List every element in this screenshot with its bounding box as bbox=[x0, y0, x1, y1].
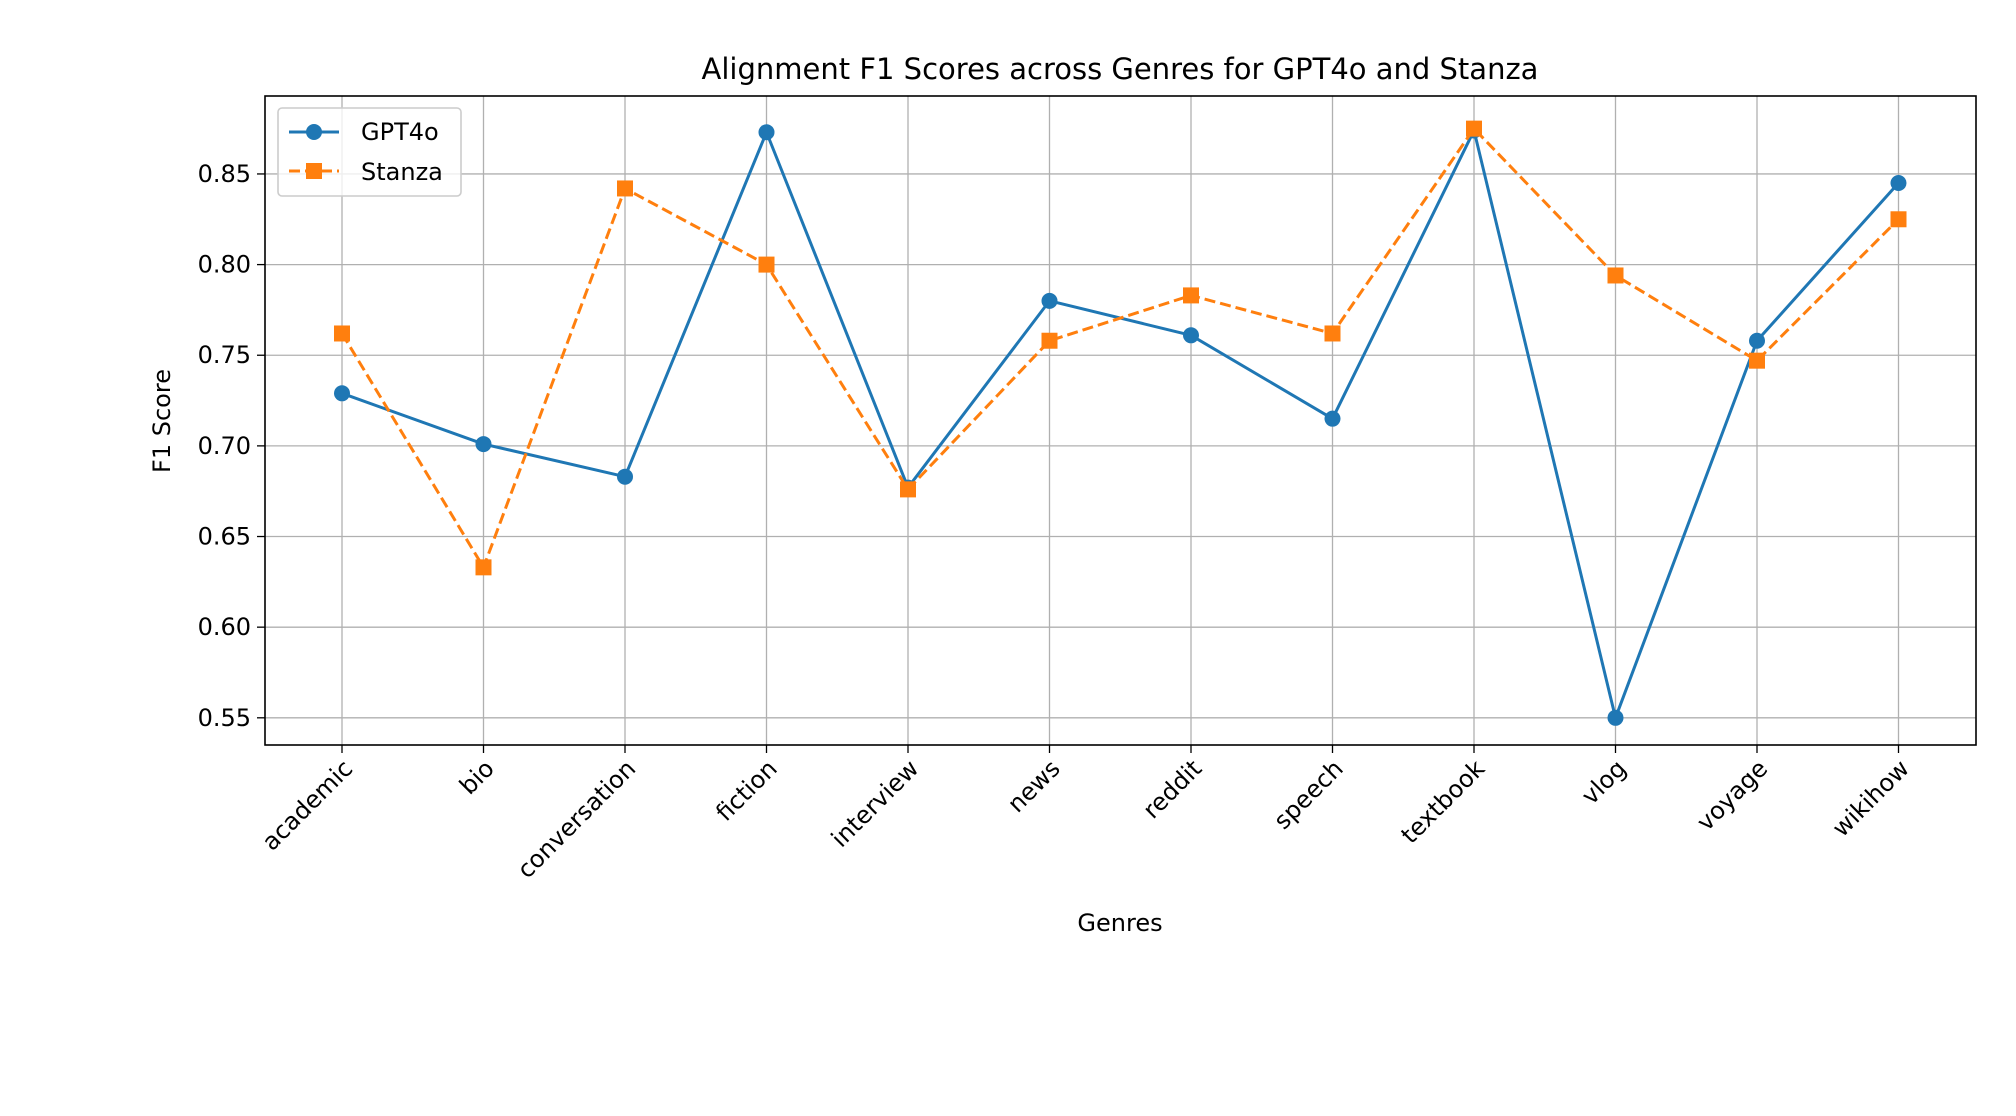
series-layer bbox=[334, 120, 1907, 726]
x-tick-label-vlog: vlog bbox=[1576, 754, 1632, 810]
data-point-stanza-interview bbox=[900, 481, 916, 498]
x-tick-label-voyage: voyage bbox=[1691, 754, 1773, 836]
y-axis-label: F1 Score bbox=[148, 369, 176, 473]
grid-lines bbox=[265, 96, 1976, 745]
x-tick-label-fiction: fiction bbox=[710, 754, 782, 826]
x-axis: academic bio conversation fiction interview n… bbox=[257, 745, 1915, 884]
legend-marker-stanza bbox=[306, 163, 322, 179]
data-point-gpt4o-conversation bbox=[617, 468, 633, 485]
x-tick-label-speech: speech bbox=[1268, 754, 1348, 834]
data-point-gpt4o-fiction bbox=[758, 124, 775, 141]
data-point-stanza-bio bbox=[475, 559, 492, 576]
y-tick-label-0.70: 0.70 bbox=[198, 432, 251, 460]
series-line-stanza bbox=[340, 127, 1900, 569]
series-line-gpt4o bbox=[341, 128, 1900, 720]
plot-frame bbox=[264, 95, 1977, 746]
x-tick-label-textbook: textbook bbox=[1396, 754, 1491, 849]
x-tick-label-bio: bio bbox=[454, 754, 500, 800]
legend-box bbox=[277, 107, 462, 197]
data-point-gpt4o-bio bbox=[475, 436, 492, 453]
data-point-stanza-fiction bbox=[758, 256, 775, 273]
data-point-stanza-conversation bbox=[617, 180, 633, 197]
y-tick-label-0.60: 0.60 bbox=[198, 613, 251, 641]
x-tick-label-interview: interview bbox=[826, 754, 924, 852]
legend-label-gpt4o: GPT4o bbox=[361, 118, 439, 146]
data-point-stanza-speech bbox=[1324, 325, 1341, 342]
data-point-stanza-news bbox=[1041, 332, 1058, 349]
x-tick-label-academic: academic bbox=[257, 754, 359, 856]
data-point-gpt4o-voyage bbox=[1749, 332, 1765, 349]
y-tick-label-0.80: 0.80 bbox=[198, 251, 251, 279]
data-point-stanza-reddit bbox=[1183, 287, 1199, 304]
data-point-gpt4o-vlog bbox=[1607, 709, 1624, 726]
y-tick-label-0.85: 0.85 bbox=[198, 160, 251, 188]
y-tick-label-0.75: 0.75 bbox=[198, 341, 251, 369]
data-point-gpt4o-reddit bbox=[1183, 327, 1199, 344]
y-axis: 0.55 0.60 0.65 0.70 0.75 0.80 0.85 bbox=[198, 160, 265, 732]
x-tick-label-wikihow: wikihow bbox=[1827, 754, 1915, 842]
legend: GPT4o Stanza bbox=[277, 107, 462, 197]
data-point-gpt4o-speech bbox=[1324, 410, 1341, 427]
x-tick-label-reddit: reddit bbox=[1137, 754, 1207, 824]
x-tick-label-news: news bbox=[1002, 754, 1066, 818]
x-tick-label-conversation: conversation bbox=[512, 754, 641, 883]
data-point-stanza-vlog bbox=[1607, 267, 1624, 284]
data-point-stanza-wikihow bbox=[1890, 211, 1907, 228]
data-point-gpt4o-wikihow bbox=[1890, 175, 1907, 192]
y-tick-label-0.65: 0.65 bbox=[198, 523, 251, 551]
data-point-stanza-voyage bbox=[1749, 352, 1765, 369]
data-point-stanza-academic bbox=[334, 325, 350, 342]
y-tick-label-0.55: 0.55 bbox=[198, 704, 251, 732]
legend-label-stanza: Stanza bbox=[361, 158, 443, 186]
legend-marker-gpt4o bbox=[306, 124, 322, 140]
chart-title: Alignment F1 Scores across Genres for GP… bbox=[702, 52, 1539, 86]
data-point-stanza-textbook bbox=[1466, 120, 1482, 137]
x-axis-label: Genres bbox=[1077, 909, 1162, 937]
data-point-gpt4o-academic bbox=[334, 385, 350, 402]
data-point-gpt4o-news bbox=[1041, 292, 1058, 309]
